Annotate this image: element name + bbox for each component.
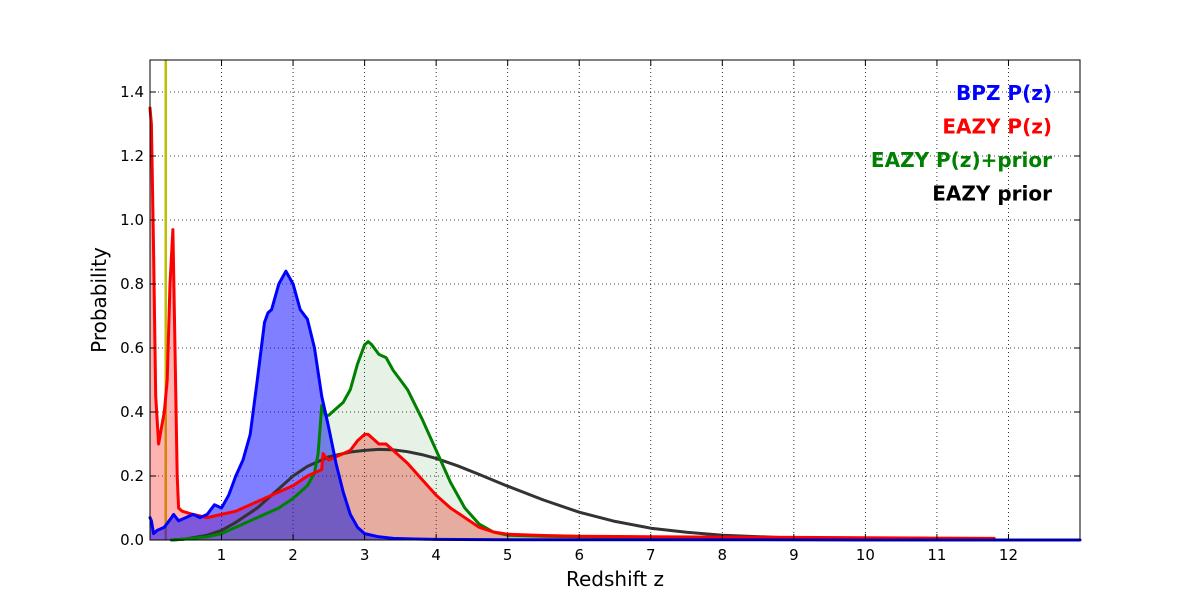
legend: BPZ P(z) EAZY P(z) EAZY P(z)+prior EAZY pri… [871,81,1052,206]
x-tick-label: 2 [288,546,298,564]
x-tick-label: 8 [718,546,728,564]
legend-entry-eazy-p-z: EAZY P(z) [942,115,1052,139]
x-tick-label: 6 [574,546,584,564]
y-tick-label: 0.8 [120,275,144,293]
y-tick-label: 1.2 [120,147,144,165]
x-tick-label: 1 [217,546,227,564]
y-tick-label: 0.2 [120,467,144,485]
legend-entry-eazy-prior: EAZY prior [932,182,1052,206]
x-tick-label: 11 [927,546,946,564]
x-tick-label: 5 [503,546,513,564]
x-tick-label: 10 [856,546,875,564]
x-tick-label: 9 [789,546,799,564]
x-axis-title: Redshift z [566,567,664,591]
x-tick-label: 7 [646,546,656,564]
y-tick-label: 1.4 [120,83,144,101]
y-tick-label: 0.4 [120,403,144,421]
x-tick-label: 4 [431,546,441,564]
y-tick-label: 0.0 [120,531,144,549]
x-tick-label: 3 [360,546,370,564]
legend-entry-bpz-p-z: BPZ P(z) [956,81,1052,105]
y-tick-label: 0.6 [120,339,144,357]
y-axis-title: Probability [87,247,111,353]
x-tick-label: 12 [999,546,1018,564]
y-tick-label: 1.0 [120,211,144,229]
legend-entry-eazy-p-z-prior: EAZY P(z)+prior [871,148,1052,172]
series-fills [150,108,1080,540]
